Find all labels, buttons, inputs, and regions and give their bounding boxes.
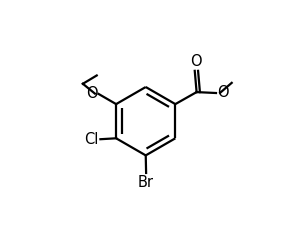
Text: O: O — [217, 85, 229, 100]
Text: O: O — [191, 54, 202, 69]
Text: Br: Br — [138, 175, 154, 190]
Text: Cl: Cl — [84, 132, 99, 147]
Text: O: O — [86, 85, 98, 101]
